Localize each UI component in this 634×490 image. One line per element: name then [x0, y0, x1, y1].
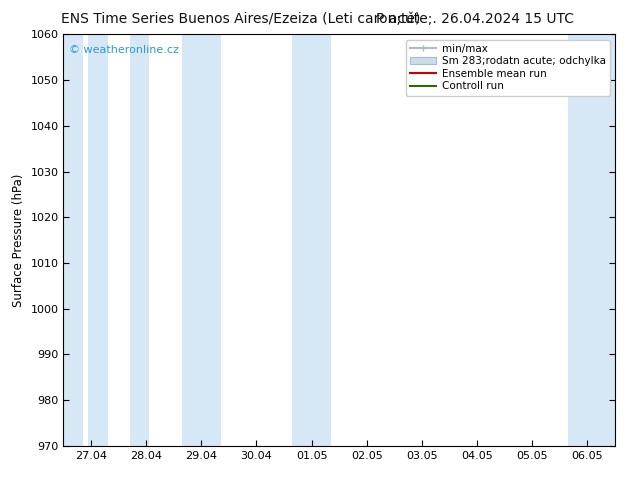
Text: © weatheronline.cz: © weatheronline.cz	[69, 45, 179, 54]
Bar	[292, 34, 312, 446]
Bar	[63, 34, 82, 446]
Bar	[88, 34, 108, 446]
Bar	[129, 34, 149, 446]
Y-axis label: Surface Pressure (hPa): Surface Pressure (hPa)	[12, 173, 25, 307]
Bar	[182, 34, 202, 446]
Bar	[568, 34, 588, 446]
Legend: min/max, Sm 283;rodatn acute; odchylka, Ensemble mean run, Controll run: min/max, Sm 283;rodatn acute; odchylka, …	[406, 40, 610, 96]
Text: ENS Time Series Buenos Aires/Ezeiza (Leti caron;tě): ENS Time Series Buenos Aires/Ezeiza (Let…	[61, 12, 420, 26]
Text: P acute;. 26.04.2024 15 UTC: P acute;. 26.04.2024 15 UTC	[377, 12, 574, 26]
Bar	[202, 34, 221, 446]
Bar	[588, 34, 615, 446]
Bar	[312, 34, 331, 446]
